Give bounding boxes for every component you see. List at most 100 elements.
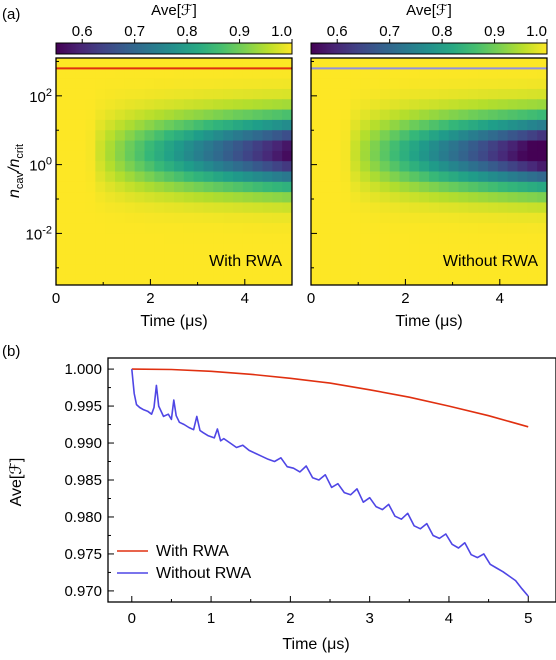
heatmap-cell (497, 192, 509, 204)
heatmap-cell (56, 243, 67, 255)
heatmap-cell (213, 68, 224, 80)
heatmap-cell (399, 171, 410, 183)
heatmap-cell (438, 119, 450, 131)
line-y-tick-label: 0.995 (64, 398, 102, 415)
heatmap-cell (478, 150, 489, 162)
heatmap-cell (164, 274, 175, 285)
heatmap-cell (144, 88, 155, 100)
line-chart-series (131, 368, 529, 597)
heatmap-cell (233, 161, 244, 173)
heatmap-cell (399, 274, 410, 285)
heatmap-cell (478, 212, 489, 224)
heatmap-cell (272, 78, 283, 90)
heatmap-cell (330, 264, 342, 276)
heatmap-cell (517, 88, 528, 100)
heatmap-cell (370, 243, 381, 255)
heatmap-cell (262, 68, 273, 80)
heatmap-cell (193, 171, 205, 183)
heatmap-cell (360, 171, 371, 183)
heatmap-cell (174, 130, 185, 142)
heatmap-cell (330, 223, 342, 235)
heatmap-cell (438, 223, 450, 235)
heatmap-cell (370, 68, 381, 80)
heatmap-cell (311, 140, 322, 152)
heatmap-cell (507, 212, 519, 224)
heatmap-cell (56, 68, 67, 80)
heatmap-cell (154, 223, 165, 235)
colorbar-tick-label: 0.7 (379, 23, 400, 40)
heatmap-cell (379, 68, 391, 80)
heatmap-cell (507, 99, 519, 111)
heatmap-cell (164, 88, 175, 100)
heatmap-cell (154, 202, 165, 214)
ylabel-cav: cav (14, 171, 26, 189)
heatmap-cell (282, 181, 292, 193)
heatmap-cell (448, 161, 460, 173)
heatmap-cell (223, 171, 234, 183)
heatmap-cell (183, 119, 195, 131)
heatmap-cell (360, 212, 371, 224)
heatmap-cell (478, 223, 489, 235)
heatmap-cell (438, 274, 450, 285)
line-chart-xlabel: Time (μs) (282, 636, 349, 653)
heatmap-cell (340, 99, 351, 111)
heatmap-cell (233, 192, 244, 204)
heatmap-cell (282, 223, 292, 235)
heatmap-cell (154, 264, 165, 276)
heatmap-cell (115, 192, 126, 204)
heatmap-cell (282, 192, 292, 204)
heatmap-cell (419, 171, 430, 183)
heatmap-cell (105, 88, 116, 100)
heatmap-cell (497, 243, 509, 255)
colorbar-title-left: Ave[ℱ] (151, 2, 197, 19)
heatmap-cell (124, 130, 136, 142)
heatmap-cell (507, 109, 519, 121)
heatmap-cell (252, 243, 264, 255)
heatmap-cell (488, 99, 499, 111)
heatmap-cell (527, 274, 538, 285)
heatmap-cell (330, 233, 342, 245)
heatmap-cell (134, 119, 146, 131)
heatmap-cell (320, 202, 332, 214)
heatmap-cell (389, 119, 401, 131)
heatmap-cell (174, 192, 185, 204)
heatmap-cell (379, 99, 391, 111)
heatmap-cell (311, 88, 322, 100)
heatmap-cell (134, 243, 146, 255)
heatmap-cell (105, 171, 116, 183)
heatmap-cell (124, 161, 136, 173)
heatmap-cell (75, 88, 87, 100)
panel-label-a: (a) (2, 6, 20, 23)
heatmap-cell (399, 78, 410, 90)
heatmap-cell (242, 119, 254, 131)
heatmap-cell (468, 140, 479, 152)
heatmap-cell (350, 68, 361, 80)
heatmap-cell (448, 171, 460, 183)
heatmap-cell (438, 212, 450, 224)
heatmap-cell (458, 78, 469, 90)
heatmap-cell (154, 119, 165, 131)
heatmap-cell (478, 243, 489, 255)
heatmap-cell (419, 119, 430, 131)
heatmap-cell (419, 181, 430, 193)
heatmap-cell (124, 58, 136, 69)
heatmap-cell (134, 212, 146, 224)
heatmap-cell (478, 233, 489, 245)
colorbar-title-right: Ave[ℱ] (406, 2, 452, 19)
heatmap-cell (174, 99, 185, 111)
heatmap-cell (164, 223, 175, 235)
heatmap-cell (448, 150, 460, 162)
heatmap-cell (213, 243, 224, 255)
heatmap-cell (174, 223, 185, 235)
heatmap-x-tick-label: 2 (146, 290, 154, 307)
heatmap-cell (115, 78, 126, 90)
heatmap-cell (419, 192, 430, 204)
heatmap-cell (213, 161, 224, 173)
heatmap-cell (458, 233, 469, 245)
heatmap-cell (379, 109, 391, 121)
heatmap-cell (360, 223, 371, 235)
heatmap-cell (223, 233, 234, 245)
heatmap-cell (507, 171, 519, 183)
heatmap-cell (438, 140, 450, 152)
heatmap-cell (360, 109, 371, 121)
